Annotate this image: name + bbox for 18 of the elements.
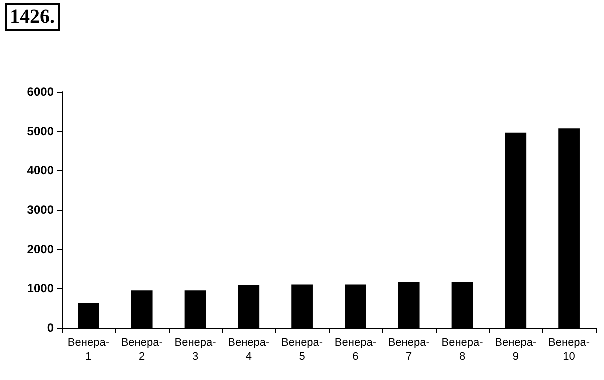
chart-title: 1426.	[10, 6, 55, 28]
x-tick-label: Венера-6	[334, 337, 377, 363]
x-tick-label: Венера-8	[442, 337, 484, 363]
x-tick-label: Венера-9	[495, 337, 538, 363]
y-tick-label: 5000	[27, 124, 54, 138]
y-tick-label: 1000	[27, 282, 54, 296]
y-tick-label: 0	[47, 321, 54, 335]
x-tick-label: Венера-1	[68, 337, 110, 363]
x-tick-label: Венера-10	[548, 337, 590, 363]
x-tick-label: Венера-3	[174, 337, 217, 363]
x-tick-label: Венера-4	[228, 337, 270, 363]
y-tick-label: 2000	[27, 242, 54, 256]
x-tick-label: Венера-2	[121, 337, 164, 363]
x-tick-label: Венера-7	[388, 337, 430, 363]
x-tick-label: Венера-5	[282, 337, 324, 363]
y-tick-label: 6000	[27, 85, 54, 99]
y-tick-label: 4000	[27, 164, 54, 178]
y-tick-label: 3000	[27, 203, 54, 217]
